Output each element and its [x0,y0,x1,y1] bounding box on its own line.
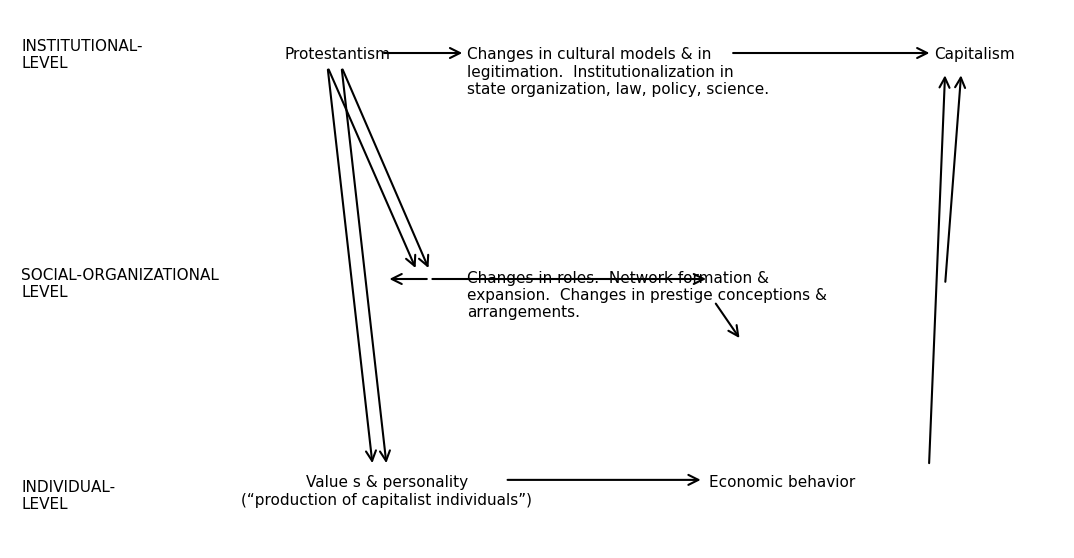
Text: INSTITUTIONAL-
LEVEL: INSTITUTIONAL- LEVEL [21,39,143,71]
Text: Value s & personality
(“production of capitalist individuals”): Value s & personality (“production of ca… [242,475,532,508]
Text: Economic behavior: Economic behavior [709,475,855,490]
Text: Capitalism: Capitalism [934,47,1015,62]
Text: INDIVIDUAL-
LEVEL: INDIVIDUAL- LEVEL [21,480,116,512]
Text: Changes in roles.  Network formation &
expansion.  Changes in prestige conceptio: Changes in roles. Network formation & ex… [467,271,827,320]
Text: Protestantism: Protestantism [285,47,391,62]
Text: Changes in cultural models & in
legitimation.  Institutionalization in
state org: Changes in cultural models & in legitima… [467,47,769,97]
Text: SOCIAL-ORGANIZATIONAL
LEVEL: SOCIAL-ORGANIZATIONAL LEVEL [21,268,219,300]
